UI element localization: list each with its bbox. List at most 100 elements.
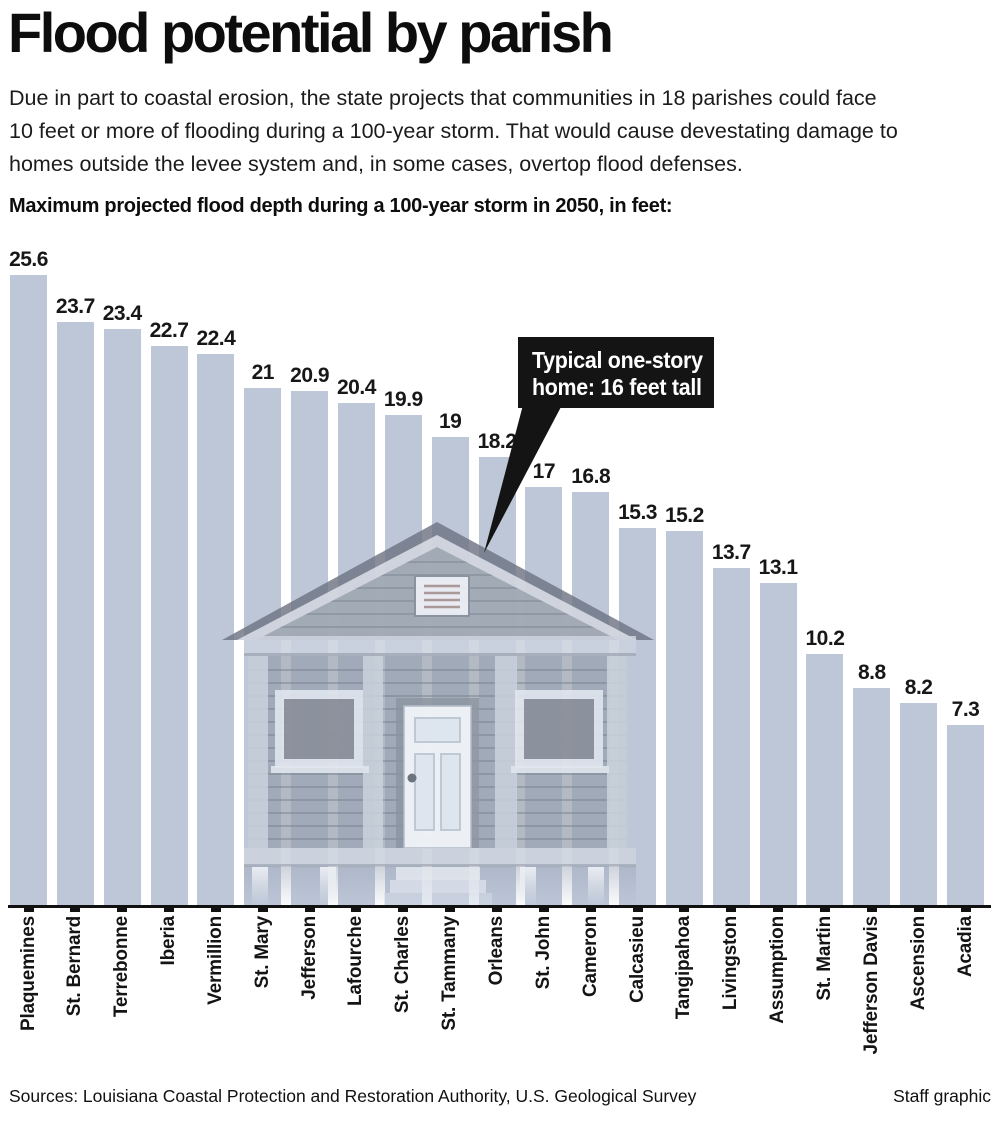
bar-value-label: 25.6	[9, 248, 48, 271]
bar	[806, 654, 844, 905]
x-axis-label: Tangipahoa	[672, 916, 696, 1066]
x-axis-tick	[257, 908, 268, 912]
bar-value-label: 16.8	[571, 465, 611, 488]
x-axis-label: St. Tammany	[438, 916, 462, 1066]
page-title: Flood potential by parish	[8, 1, 614, 64]
x-axis-label-text: Ascension	[907, 916, 929, 1011]
x-axis-label-text: St. Bernard	[64, 916, 86, 1017]
porch-steps	[384, 867, 492, 906]
bar-value-label: 8.2	[904, 676, 933, 699]
bar-value-label: 20.4	[337, 376, 376, 399]
x-axis-label-text: St. Tammany	[439, 916, 461, 1031]
x-axis-label: St. Mary	[251, 916, 275, 1066]
house-cornice	[244, 636, 636, 656]
x-axis-tick	[210, 908, 221, 912]
x-axis-label-text: Tangipahoa	[673, 916, 695, 1020]
bar-value-label: 21	[251, 361, 275, 384]
house-piers	[252, 867, 604, 907]
porch-base	[244, 848, 636, 867]
x-axis-tick	[351, 908, 362, 912]
x-axis-label: Ascension	[907, 916, 931, 1066]
callout-line-1: Typical one-story	[531, 347, 703, 373]
bar	[759, 583, 797, 905]
x-axis-label-text: Jefferson	[298, 916, 320, 1000]
x-axis-tick	[445, 908, 456, 912]
x-axis-label: Assumption	[766, 916, 790, 1066]
door-knob	[407, 773, 417, 783]
x-axis-tick	[585, 908, 596, 912]
callout-pointer	[484, 405, 562, 553]
x-axis-label-text: St. John	[532, 916, 554, 990]
bar-value-label: 8.8	[857, 661, 886, 684]
x-axis-label: Plaquemines	[17, 916, 41, 1066]
bar	[150, 346, 188, 905]
x-axis-label-text: Iberia	[158, 916, 180, 966]
x-axis-label-text: St. Charles	[392, 916, 414, 1014]
x-axis-tick	[23, 908, 34, 912]
x-axis-baseline	[8, 905, 991, 908]
sources-note: Sources: Louisiana Coastal Protection an…	[9, 1086, 697, 1106]
x-axis-tick	[632, 908, 643, 912]
bar	[56, 322, 94, 905]
x-axis-label-text: Plaquemines	[17, 916, 39, 1032]
x-axis-label: Terrebonne	[110, 916, 134, 1066]
bar-value-label: 18.2	[477, 430, 517, 453]
bar-value-label: 23.7	[55, 295, 95, 318]
bar-value-label: 22.7	[149, 319, 189, 342]
credit-note: Staff graphic	[893, 1086, 991, 1106]
bar-value-label: 13.7	[711, 541, 751, 564]
bar-value-label: 23.4	[102, 302, 142, 325]
bar-value-label: 10.2	[805, 627, 845, 650]
bar-value-label: 19.9	[383, 388, 423, 411]
x-axis-label: St. Charles	[391, 916, 415, 1066]
callout-line-2: home: 16 feet tall	[531, 374, 702, 400]
x-axis-label: Calcasieu	[626, 916, 650, 1066]
bar-value-label: 15.2	[664, 504, 704, 527]
intro-line-1: Due in part to coastal erosion, the stat…	[9, 86, 877, 110]
bar	[712, 568, 750, 905]
bar-value-label: 22.4	[196, 327, 236, 350]
x-axis-tick	[819, 908, 830, 912]
bar	[10, 275, 47, 905]
x-axis-tick	[866, 908, 877, 912]
bar-value-label: 15.3	[618, 501, 657, 524]
chart-subtitle: Maximum projected flood depth during a 1…	[9, 195, 673, 217]
x-axis-label-text: Lafourche	[345, 916, 367, 1007]
x-axis-label: Cameron	[579, 916, 603, 1066]
x-axis-label: Jefferson Davis	[860, 916, 884, 1066]
x-axis-tick	[164, 908, 175, 912]
bar	[900, 703, 938, 905]
x-axis-label: Orleans	[485, 916, 509, 1066]
bar	[853, 688, 891, 905]
x-axis-label-text: Acadia	[954, 916, 976, 978]
x-axis-label: Lafourche	[344, 916, 368, 1066]
callout-text: Typical one-story home: 16 feet tall	[518, 337, 703, 401]
intro-line-2: 10 feet or more of flooding during a 100…	[9, 119, 898, 143]
intro-paragraph: Due in part to coastal erosion, the stat…	[9, 82, 898, 181]
x-axis-label-text: Jefferson Davis	[860, 916, 882, 1055]
bar-value-label: 20.9	[290, 364, 330, 387]
bar	[103, 329, 141, 905]
x-axis-label-text: Vermillion	[204, 916, 226, 1005]
x-axis-label: Acadia	[954, 916, 978, 1066]
porch-columns	[248, 656, 627, 848]
x-axis-tick	[679, 908, 690, 912]
x-axis-label: St. Bernard	[63, 916, 87, 1066]
x-axis-tick	[304, 908, 315, 912]
x-axis-label: St. Martin	[813, 916, 837, 1066]
x-axis-tick	[492, 908, 502, 912]
callout-box: Typical one-story home: 16 feet tall	[518, 337, 714, 408]
bar	[197, 354, 235, 905]
x-axis-tick	[538, 908, 549, 912]
x-axis-label: Vermillion	[204, 916, 228, 1066]
x-axis-tick	[726, 908, 737, 912]
x-axis-tick	[773, 908, 784, 912]
x-axis-label: Jefferson	[298, 916, 322, 1066]
left-window	[271, 690, 369, 773]
bar-value-label: 13.1	[758, 556, 798, 579]
x-axis-tick	[913, 908, 924, 912]
bar	[947, 725, 984, 905]
x-axis-label-text: St. Martin	[813, 916, 835, 1001]
bar	[665, 531, 703, 905]
gable-vent	[414, 575, 470, 617]
